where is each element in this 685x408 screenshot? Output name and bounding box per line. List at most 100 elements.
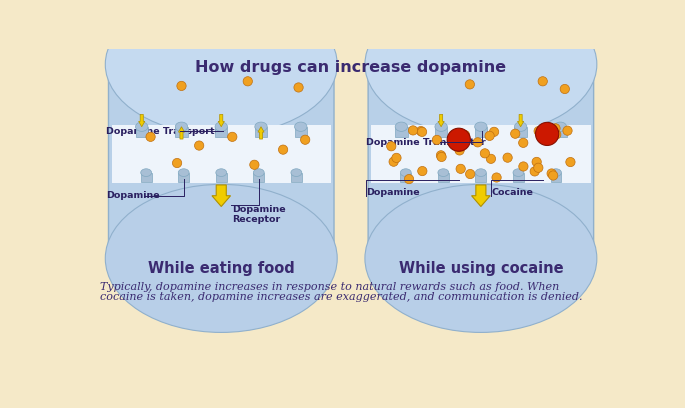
Circle shape [540, 124, 549, 134]
Circle shape [243, 77, 252, 86]
FancyArrow shape [178, 127, 184, 139]
Bar [400, 173, 411, 182]
Bar [216, 173, 227, 182]
Text: Dopamine
Receptor: Dopamine Receptor [232, 205, 286, 224]
Bar [291, 173, 302, 182]
Circle shape [551, 124, 560, 133]
Text: Cocaine: Cocaine [491, 188, 533, 197]
Ellipse shape [365, 184, 597, 333]
Circle shape [547, 169, 556, 178]
Text: cocaine is taken, dopamine increases are exaggerated, and communication is denie: cocaine is taken, dopamine increases are… [99, 292, 582, 302]
Circle shape [456, 164, 465, 173]
Text: While eating food: While eating food [148, 262, 295, 277]
Circle shape [460, 131, 470, 140]
Circle shape [408, 126, 418, 135]
Circle shape [492, 173, 501, 182]
Ellipse shape [295, 122, 307, 131]
Ellipse shape [365, 0, 597, 135]
Circle shape [437, 152, 446, 162]
Text: Dopamine: Dopamine [366, 188, 420, 197]
Circle shape [480, 149, 490, 158]
Bar [255, 127, 267, 137]
Text: While using cocaine: While using cocaine [399, 262, 563, 277]
Circle shape [250, 160, 259, 169]
Circle shape [227, 132, 237, 142]
Ellipse shape [291, 169, 302, 177]
Ellipse shape [105, 0, 337, 135]
Bar [215, 127, 227, 137]
Text: Dopamine: Dopamine [106, 191, 160, 200]
Circle shape [177, 81, 186, 91]
Ellipse shape [551, 169, 562, 177]
Circle shape [278, 145, 288, 154]
Bar [136, 127, 148, 137]
Bar [395, 127, 408, 137]
Bar [178, 173, 189, 182]
Circle shape [560, 84, 569, 93]
Ellipse shape [175, 122, 188, 131]
Ellipse shape [253, 169, 264, 177]
Circle shape [386, 142, 396, 151]
Circle shape [466, 169, 475, 179]
Circle shape [301, 135, 310, 144]
Circle shape [447, 128, 471, 151]
FancyArrow shape [258, 127, 264, 139]
Circle shape [563, 126, 572, 135]
Circle shape [173, 158, 182, 168]
Circle shape [485, 131, 495, 140]
Ellipse shape [216, 169, 227, 177]
Circle shape [416, 126, 425, 136]
Text: Typically, dopamine increases in response to natural rewards such as food. When: Typically, dopamine increases in respons… [99, 282, 559, 291]
Bar [371, 125, 590, 184]
Circle shape [534, 163, 543, 173]
Ellipse shape [400, 169, 411, 177]
Bar [175, 127, 188, 137]
Bar [554, 127, 566, 137]
Circle shape [538, 77, 547, 86]
Ellipse shape [513, 169, 524, 177]
Text: Dopamine Transporter: Dopamine Transporter [366, 137, 486, 146]
FancyArrow shape [471, 185, 490, 206]
Circle shape [490, 127, 499, 136]
Circle shape [534, 126, 543, 136]
Circle shape [519, 138, 528, 147]
Ellipse shape [514, 122, 527, 131]
Ellipse shape [178, 169, 189, 177]
Circle shape [536, 122, 559, 146]
Bar [253, 173, 264, 182]
FancyArrow shape [518, 114, 524, 127]
Bar [295, 127, 307, 137]
Circle shape [465, 80, 475, 89]
FancyArrow shape [212, 185, 231, 206]
Bar [551, 173, 562, 182]
Ellipse shape [438, 169, 449, 177]
Ellipse shape [395, 122, 408, 131]
Circle shape [551, 130, 561, 139]
Circle shape [418, 166, 427, 176]
Circle shape [417, 127, 427, 137]
Circle shape [195, 141, 204, 150]
Bar [475, 127, 487, 137]
Bar [112, 125, 331, 184]
Circle shape [473, 138, 482, 147]
Bar [140, 173, 151, 182]
Circle shape [549, 171, 558, 180]
FancyBboxPatch shape [108, 70, 334, 251]
Ellipse shape [435, 122, 447, 131]
FancyBboxPatch shape [368, 70, 594, 251]
Ellipse shape [105, 184, 337, 333]
Ellipse shape [475, 169, 486, 177]
Circle shape [532, 157, 541, 166]
Circle shape [566, 157, 575, 167]
Circle shape [294, 83, 303, 92]
Circle shape [389, 157, 398, 166]
Ellipse shape [136, 122, 148, 131]
Ellipse shape [255, 122, 267, 131]
Bar [438, 173, 449, 182]
Ellipse shape [554, 122, 566, 131]
Circle shape [146, 132, 155, 142]
Bar [475, 173, 486, 182]
Bar [514, 127, 527, 137]
Circle shape [436, 151, 446, 160]
Text: Dopamine Transporter: Dopamine Transporter [106, 127, 226, 136]
